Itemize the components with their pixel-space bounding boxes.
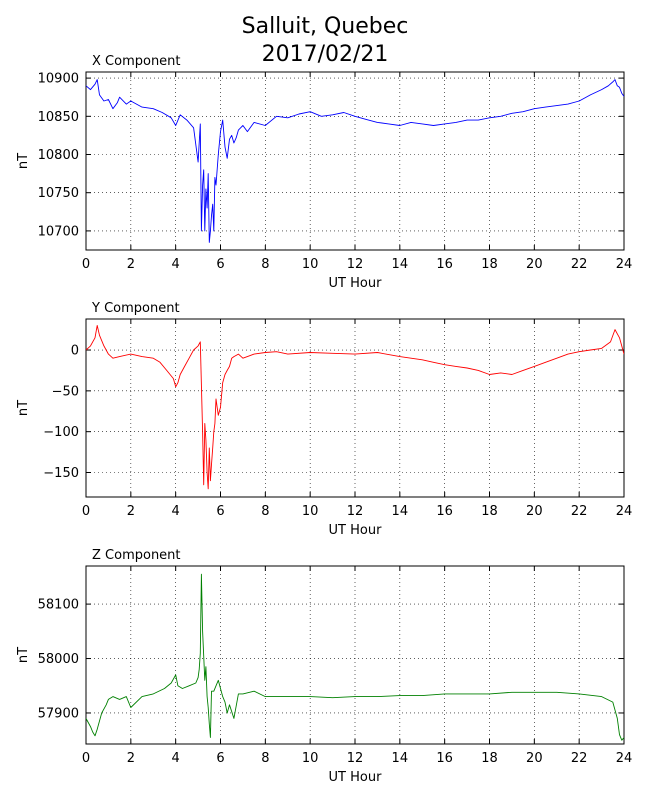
x-tick-label: 2	[127, 257, 135, 272]
chart-title-line1: Salluit, Quebec	[242, 14, 409, 39]
y-tick-label: 10900	[38, 72, 79, 87]
panel-title: Y Component	[91, 301, 180, 316]
series-line	[86, 79, 624, 243]
chart-title-line2: 2017/02/21	[262, 42, 389, 67]
panel-1: 0 2 4 6 8 10 12 14 16 18 20 22 241070010750108001085…	[16, 54, 632, 291]
y-tick-label: 10700	[38, 224, 79, 239]
x-tick-label: 24	[616, 257, 633, 272]
series-line	[86, 325, 624, 490]
panel-title: X Component	[92, 54, 181, 69]
y-tick-label: 10850	[38, 110, 79, 125]
x-tick-label: 20	[526, 504, 543, 519]
x-tick-label: 18	[481, 504, 498, 519]
y-axis-label: nT	[16, 400, 31, 416]
y-tick-label: 58000	[38, 652, 79, 667]
x-tick-label: 22	[571, 504, 588, 519]
x-axis-label: UT Hour	[329, 276, 383, 291]
x-tick-label: 14	[392, 257, 409, 272]
y-tick-label: 10750	[38, 186, 79, 201]
x-tick-label: 4	[172, 257, 180, 272]
x-axis-label: UT Hour	[329, 523, 383, 538]
x-tick-label: 16	[436, 751, 453, 766]
x-tick-label: 6	[216, 257, 224, 272]
y-tick-label: 0	[71, 344, 79, 359]
panel-title: Z Component	[92, 548, 181, 563]
x-tick-label: 8	[261, 504, 269, 519]
y-tick-label: −150	[43, 466, 79, 481]
x-tick-label: 12	[347, 257, 364, 272]
x-tick-label: 0	[82, 504, 90, 519]
y-axis-label: nT	[16, 647, 31, 663]
x-tick-label: 4	[172, 504, 180, 519]
x-tick-label: 24	[616, 504, 633, 519]
x-tick-label: 10	[302, 257, 319, 272]
x-tick-label: 8	[261, 257, 269, 272]
panels: 0 2 4 6 8 10 12 14 16 18 20 22 241070010750108001085…	[16, 54, 632, 785]
x-tick-label: 0	[82, 751, 90, 766]
x-tick-label: 14	[392, 504, 409, 519]
x-tick-label: 2	[127, 751, 135, 766]
x-tick-label: 10	[302, 504, 319, 519]
y-axis-label: nT	[16, 153, 31, 169]
x-tick-label: 20	[526, 751, 543, 766]
x-tick-label: 4	[172, 751, 180, 766]
y-tick-label: 57900	[38, 706, 79, 721]
x-axis-label: UT Hour	[329, 770, 383, 785]
series-line	[86, 573, 624, 741]
y-tick-label: 10800	[38, 148, 79, 163]
x-tick-label: 22	[571, 751, 588, 766]
y-tick-label: −100	[43, 425, 79, 440]
x-tick-label: 6	[216, 504, 224, 519]
x-tick-label: 18	[481, 751, 498, 766]
x-tick-label: 2	[127, 504, 135, 519]
y-tick-label: 58100	[38, 598, 79, 613]
x-tick-label: 12	[347, 751, 364, 766]
x-tick-label: 12	[347, 504, 364, 519]
x-tick-label: 10	[302, 751, 319, 766]
x-tick-label: 20	[526, 257, 543, 272]
x-tick-label: 24	[616, 751, 633, 766]
x-tick-label: 6	[216, 751, 224, 766]
y-tick-label: −50	[52, 384, 79, 399]
x-tick-label: 16	[436, 504, 453, 519]
x-tick-label: 22	[571, 257, 588, 272]
x-tick-label: 16	[436, 257, 453, 272]
x-tick-label: 14	[392, 751, 409, 766]
x-tick-label: 18	[481, 257, 498, 272]
x-tick-label: 0	[82, 257, 90, 272]
x-tick-label: 8	[261, 751, 269, 766]
